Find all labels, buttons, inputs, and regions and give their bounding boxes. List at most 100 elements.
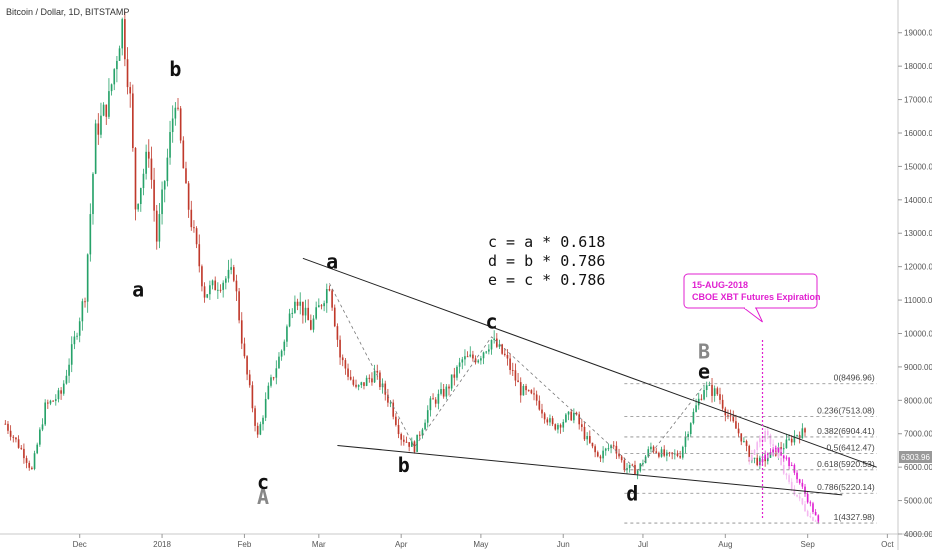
- candle-body: [681, 446, 684, 458]
- ghost-candle-body: [809, 516, 812, 518]
- candle-body: [217, 289, 219, 291]
- candle-body: [788, 438, 790, 440]
- chart-title: Bitcoin / Dollar, 1D, BITSTAMP: [6, 7, 129, 17]
- candle-body: [453, 374, 456, 378]
- formula-line: d = b * 0.786: [488, 252, 605, 270]
- candle-body: [716, 388, 719, 395]
- projection-candle-body: [804, 486, 806, 495]
- candle-body: [793, 435, 796, 443]
- candle-body: [565, 414, 567, 422]
- candle-body: [9, 430, 12, 437]
- candle-body: [745, 441, 748, 446]
- candle-body: [525, 385, 527, 391]
- candle-body: [535, 394, 538, 401]
- candle-body: [604, 448, 607, 451]
- candle-body: [124, 19, 126, 60]
- candle-body: [278, 356, 280, 369]
- projection-candle-body: [769, 452, 772, 454]
- candle-body: [105, 104, 108, 117]
- candle-body: [599, 456, 602, 459]
- candle-body: [607, 448, 610, 450]
- candle-body: [132, 93, 134, 149]
- candle-body: [248, 374, 251, 386]
- candle-body: [647, 449, 650, 457]
- candle-body: [389, 402, 392, 404]
- candle-body: [302, 301, 304, 316]
- candle-body: [357, 385, 360, 387]
- candle-body: [705, 385, 708, 391]
- ghost-candle-body: [814, 520, 817, 522]
- candle-body: [663, 449, 666, 456]
- candle-body: [503, 353, 506, 355]
- candle-body: [450, 374, 453, 389]
- candle-body: [94, 123, 97, 174]
- y-tick-label: 6000.00: [904, 463, 932, 472]
- candle-body: [631, 464, 634, 466]
- candle-body: [182, 140, 185, 169]
- wave-label: a: [326, 249, 338, 273]
- candle-body: [748, 445, 751, 462]
- candle-body: [480, 358, 482, 361]
- candle-body: [238, 291, 240, 321]
- ghost-candle-body: [748, 457, 751, 461]
- candle-body: [416, 434, 418, 452]
- candle-body: [52, 400, 54, 402]
- candle-body: [642, 463, 644, 465]
- candle-body: [676, 453, 679, 456]
- candle-body: [549, 418, 551, 423]
- candle-body: [211, 280, 214, 286]
- projection-candle-body: [801, 482, 804, 487]
- wave-label: c: [257, 470, 269, 494]
- candle-body: [557, 424, 559, 430]
- candle-body: [495, 338, 498, 347]
- candle-body: [490, 340, 493, 350]
- candle-body: [405, 441, 408, 443]
- ghost-candle-body: [793, 489, 796, 495]
- trendline-upper: [302, 257, 877, 468]
- candle-body: [456, 366, 458, 378]
- y-tick-label: 4000.00: [904, 530, 932, 539]
- candle-body: [466, 356, 469, 358]
- candle-body: [256, 425, 259, 435]
- x-tick-label: Dec: [73, 540, 87, 549]
- candle-body: [429, 398, 432, 411]
- candle-body: [668, 452, 671, 454]
- candle-body: [333, 307, 336, 327]
- y-tick-label: 7000.00: [904, 430, 932, 439]
- ghost-candle-body: [759, 438, 761, 443]
- candle-body: [485, 351, 488, 353]
- x-tick-label: Sep: [801, 540, 816, 549]
- candle-body: [320, 305, 323, 307]
- candle-body: [331, 290, 333, 308]
- candle-body: [267, 385, 270, 399]
- candle-body: [23, 448, 25, 459]
- fibonacci-levels: 0(8496.96) 0.236(7513.08) 0.382(6904.41) 0.…: [624, 373, 877, 524]
- candle-body: [222, 282, 224, 290]
- candle-body: [652, 446, 655, 452]
- projection-candle-body: [798, 479, 801, 483]
- candle-body: [403, 439, 405, 442]
- candle-body: [240, 320, 243, 344]
- x-tick-label: Jun: [557, 540, 570, 549]
- candle-body: [658, 452, 660, 457]
- candle-body: [514, 370, 517, 381]
- candle-body: [187, 183, 190, 210]
- fib-label: 0.382(6904.41): [817, 426, 875, 436]
- candle-body: [586, 436, 588, 440]
- candle-body: [527, 390, 530, 392]
- candle-body: [533, 393, 535, 395]
- y-tick-label: 5000.00: [904, 497, 932, 506]
- ghost-candle-body: [766, 430, 769, 435]
- x-tick-label: 2018: [153, 540, 171, 549]
- candle-body: [639, 463, 642, 471]
- wave-zigzag: [329, 283, 705, 472]
- candle-body: [31, 467, 33, 469]
- candle-body: [150, 158, 153, 180]
- candle-body: [575, 412, 578, 415]
- candle-body: [17, 439, 20, 448]
